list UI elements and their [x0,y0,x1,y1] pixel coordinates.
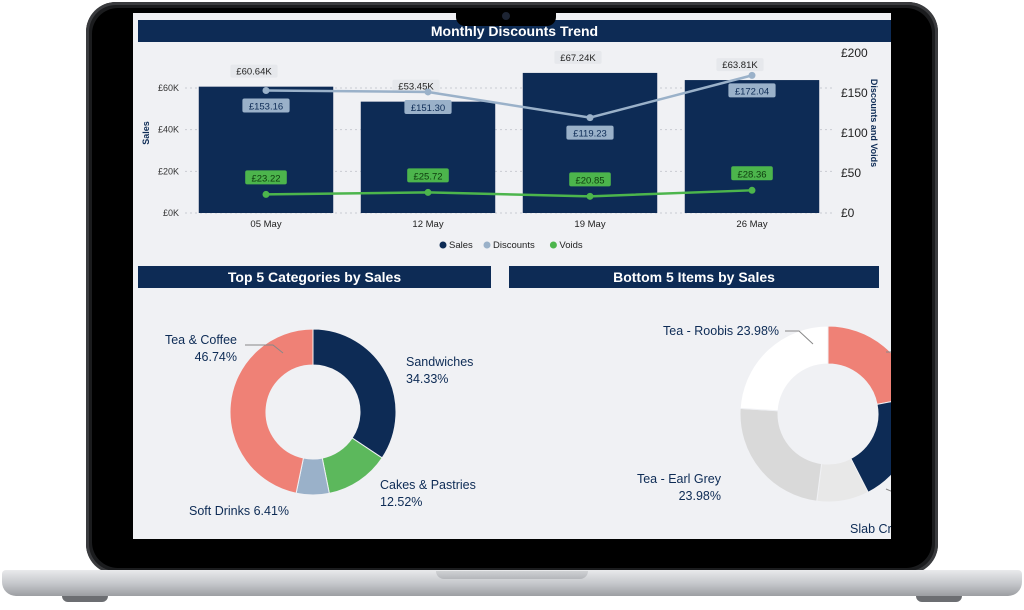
x-tick-label: 12 May [412,219,443,230]
sales-data-label: £60.64K [236,67,272,78]
trend-chart: £0K £20K £40K £60K £0 £50 £100 £150 £200 Sales Dis… [141,46,879,251]
leader-line [885,488,891,492]
discounts-point [586,114,594,122]
laptop-foot-left [62,596,108,602]
discounts-label-bg [728,83,776,98]
voids-data-label: £28.36 [737,169,766,180]
y2-tick-label: £0 [841,206,855,220]
items-donut-chart: Piccolo21.93%Superbon Crisps..20.53%Slab… [637,324,891,536]
discounts-point [262,86,270,94]
sales-label-bg [230,64,278,78]
voids-data-label: £20.85 [575,175,604,186]
slice-percent-label: 12.52% [380,495,422,509]
donut-slice [739,325,829,412]
discounts-data-label: £151.30 [411,103,445,114]
slice-percent-label: 23.98% [679,489,721,503]
x-tick-label: 19 May [574,219,605,230]
slice-percent-label: 34.33% [406,372,448,386]
dashboard-screen: Monthly Discounts Trend £0K £20K £40K £60K £… [133,13,891,539]
sales-data-label: £53.45K [398,82,434,93]
legend-marker [483,241,491,249]
sales-bar [522,72,658,213]
y-tick-label: £20K [158,166,179,176]
voids-data-label: £25.72 [413,171,442,182]
y2-axis-title: Discounts and Voids [869,79,879,167]
sales-data-label: £67.24K [560,53,596,64]
slice-name-label: Slab Crisps 9.58% [850,522,891,536]
legend-label: Discounts [493,240,535,251]
y2-tick-label: £100 [841,126,868,140]
voids-label-bg [245,170,287,185]
voids-label-bg [569,172,611,187]
slice-name-label: Sandwiches [406,355,473,369]
voids-line [265,189,753,198]
voids-data-label: £23.22 [251,173,280,184]
legend-marker [439,241,447,249]
categories-donut-chart: Sandwiches 34.33% Cakes & Pastries 12.52% So… [165,328,476,518]
discounts-point [424,88,432,96]
y2-tick-label: £200 [841,46,868,60]
x-tick-label: 26 May [736,219,767,230]
voids-point [424,188,432,196]
y-axis-title: Sales [141,121,151,145]
voids-point [748,186,756,194]
donut-slice [312,328,397,459]
items-chart-title: Bottom 5 Items by Sales [509,266,879,288]
voids-point [586,192,594,200]
y-tick-label: £60K [158,83,179,93]
donut-slice [739,407,823,502]
legend-label: Sales [449,240,473,251]
leader-line [245,344,284,354]
categories-chart-title: Top 5 Categories by Sales [138,266,491,288]
sales-label-bg [554,50,602,64]
legend-label: Voids [559,240,582,251]
laptop-foot-right [916,596,962,602]
discounts-data-label: £172.04 [735,86,769,97]
voids-point [262,190,270,198]
slice-percent-label: 46.74% [195,350,237,364]
sales-bar [360,101,496,213]
slice-name-label: Tea - Roobis 23.98% [663,324,779,338]
sales-label-bg [716,58,764,72]
voids-label-bg [731,166,773,181]
sales-data-label: £63.81K [722,60,758,71]
camera-icon [502,12,510,20]
discounts-line [265,74,753,119]
voids-label-bg [407,168,449,183]
y-tick-label: £40K [158,125,179,135]
discounts-label-bg [242,98,290,113]
y-tick-label: £0K [163,208,179,218]
laptop-lid-opening [436,571,588,579]
discounts-label-bg [566,125,614,140]
leader-line [785,330,814,345]
discounts-point [748,71,756,79]
discounts-label-bg [404,99,452,114]
slice-name-label: Tea - Earl Grey [637,472,722,486]
slice-name-label: Cakes & Pastries [380,478,476,492]
y2-tick-label: £150 [841,86,868,100]
discounts-data-label: £153.16 [249,101,283,112]
trend-chart-title: Monthly Discounts Trend [138,20,891,42]
y2-tick-label: £50 [841,166,861,180]
slice-name-label: Soft Drinks 6.41% [189,504,289,518]
slice-name-label: Tea & Coffee [165,333,237,347]
donut-slice [827,325,891,406]
donut-slice [229,328,314,494]
discounts-data-label: £119.23 [573,129,607,140]
legend-marker [549,241,557,249]
x-tick-label: 05 May [250,219,281,230]
